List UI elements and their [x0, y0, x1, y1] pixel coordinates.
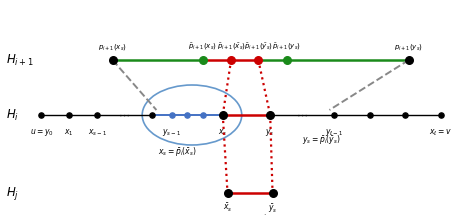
Point — [37, 113, 45, 117]
Text: $\bar{p}_{i+1}(\bar{x}_s)$: $\bar{p}_{i+1}(\bar{x}_s)$ — [217, 42, 246, 52]
Text: $x_{s-1}$: $x_{s-1}$ — [88, 127, 107, 138]
Point — [266, 113, 274, 117]
Point — [330, 113, 338, 117]
Text: $p_{i+1}(x_s)$: $p_{i+1}(x_s)$ — [98, 42, 127, 52]
Point — [168, 113, 175, 117]
Point — [401, 113, 409, 117]
Text: $\cdots$: $\cdots$ — [296, 110, 308, 120]
Point — [227, 58, 235, 62]
Text: $p_{i+1}(y_s)$: $p_{i+1}(y_s)$ — [394, 42, 423, 52]
Text: $\bar{p}_{i+1}(y_s)$: $\bar{p}_{i+1}(y_s)$ — [272, 42, 301, 52]
Point — [437, 113, 445, 117]
Point — [405, 58, 412, 62]
Text: $\bar{p}_{i+1}(\bar{y}_s)$: $\bar{p}_{i+1}(\bar{y}_s)$ — [244, 42, 273, 52]
Point — [366, 113, 374, 117]
Text: $u=y_0$: $u=y_0$ — [29, 127, 54, 138]
Point — [199, 58, 206, 62]
Text: $\bar{y}_s$: $\bar{y}_s$ — [268, 202, 277, 215]
Point — [183, 113, 191, 117]
Text: $\bar{p}_{i+1}(x_s)$: $\bar{p}_{i+1}(x_s)$ — [188, 42, 217, 52]
Text: $x_\ell=v$: $x_\ell=v$ — [429, 127, 452, 138]
Text: $H_{i}$: $H_{i}$ — [6, 108, 19, 123]
Text: $y_{\ell-1}$: $y_{\ell-1}$ — [325, 127, 343, 138]
Text: $x_s = \bar{p}_i(\bar{x}_s)$: $x_s = \bar{p}_i(\bar{x}_s)$ — [158, 145, 197, 158]
Point — [283, 58, 291, 62]
Text: $y_{s-1}$: $y_{s-1}$ — [163, 127, 181, 138]
Point — [93, 113, 101, 117]
Text: $H_{j}$: $H_{j}$ — [6, 184, 19, 201]
Text: $x_s$: $x_s$ — [218, 127, 228, 138]
Point — [255, 58, 262, 62]
Point — [109, 58, 116, 62]
Point — [219, 113, 227, 117]
Text: $\cdots$: $\cdots$ — [118, 110, 130, 120]
Text: $\bar{x}_s$: $\bar{x}_s$ — [223, 202, 232, 214]
Point — [148, 113, 155, 117]
Point — [199, 113, 206, 117]
Point — [65, 113, 73, 117]
Text: $(\bar{x}_s,\bar{y}_s)\in E_j^{base}$: $(\bar{x}_s,\bar{y}_s)\in E_j^{base}$ — [223, 213, 277, 215]
Text: $y_s$: $y_s$ — [265, 127, 275, 138]
Point — [269, 191, 276, 195]
Point — [224, 191, 231, 195]
Text: $H_{i+1}$: $H_{i+1}$ — [6, 52, 34, 68]
Text: $y_s = \bar{p}_i(\bar{y}_s)$: $y_s = \bar{p}_i(\bar{y}_s)$ — [302, 133, 341, 146]
Text: $x_1$: $x_1$ — [64, 127, 73, 138]
